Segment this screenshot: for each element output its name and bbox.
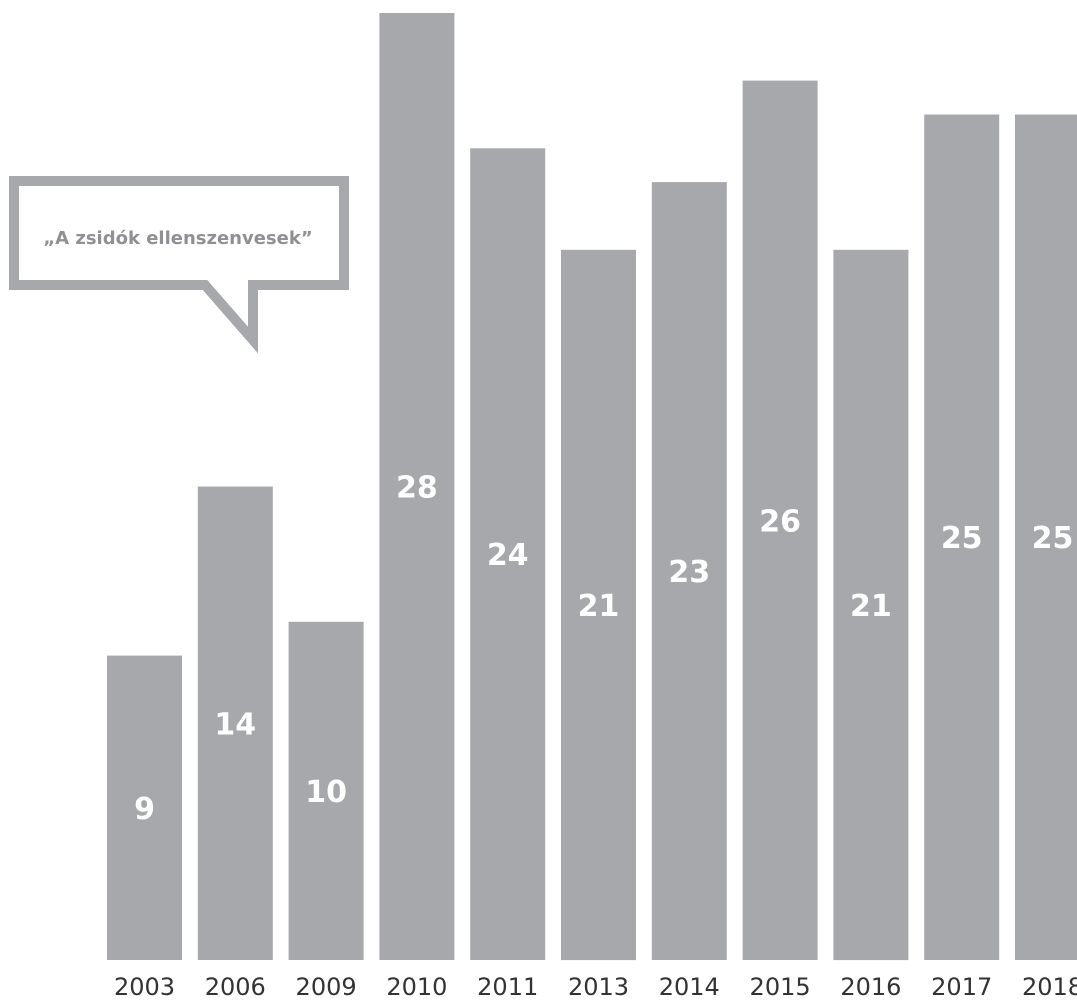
value-label-2016: 21 [850,589,892,624]
category-label-2006: 2006 [205,973,266,1001]
value-label-2011: 24 [487,538,529,573]
category-label-2015: 2015 [750,973,811,1001]
bar-2013 [561,249,636,961]
value-label-2018: 25 [1032,521,1074,556]
value-label-2013: 21 [578,589,620,624]
bar-2009 [288,621,364,960]
category-label-2013: 2013 [568,973,629,1001]
value-label-2017: 25 [941,521,983,556]
bar-2011 [470,148,546,961]
speech-bubble-callout: „A zsidók ellenszenvesek” [9,176,349,354]
value-label-2014: 23 [668,555,710,590]
category-label-2003: 2003 [114,973,175,1001]
bar-2016 [833,249,909,961]
value-label-2006: 14 [214,707,256,742]
category-label-2017: 2017 [931,973,992,1001]
value-labels-group: 9 14 10 28 24 21 23 26 21 25 25 [134,471,1073,827]
bar-2014 [651,182,727,961]
value-label-2015: 26 [759,504,801,539]
value-label-2010: 28 [396,471,438,506]
value-label-2009: 10 [305,775,347,810]
bar-2017 [924,114,1000,960]
bars-group [107,13,1077,961]
bar-2018 [1015,114,1077,960]
bar-2010 [379,13,455,960]
bar-2015 [742,80,818,961]
speech-bubble-outline [9,176,349,354]
callout-text: „A zsidók ellenszenvesek” [43,228,312,249]
category-labels-group: 2003 2006 2009 2010 2011 2013 2014 2015 2016 2017… [114,973,1077,1001]
category-label-2010: 2010 [386,973,447,1001]
bar-2003 [107,655,182,960]
value-label-2003: 9 [134,792,155,827]
category-label-2014: 2014 [659,973,720,1001]
category-label-2016: 2016 [840,973,901,1001]
bar-2006 [197,486,273,960]
category-label-2011: 2011 [477,973,538,1001]
category-label-2009: 2009 [296,973,357,1001]
category-label-2018: 2018 [1022,973,1077,1001]
